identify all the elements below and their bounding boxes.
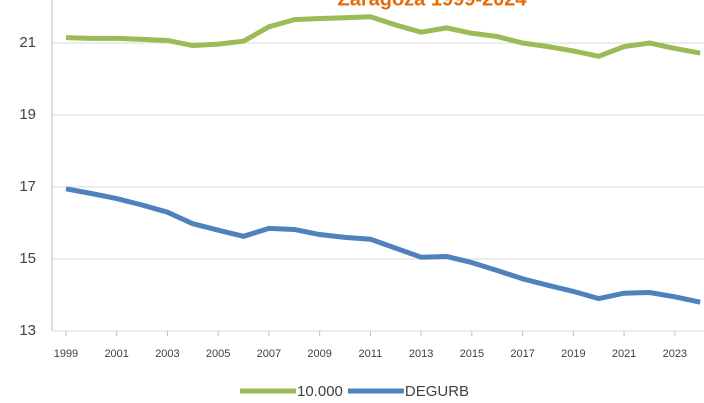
x-tick-label: 2021 [612, 348, 636, 360]
y-tick-label: 13 [19, 322, 36, 339]
x-tick-label: 2003 [155, 348, 179, 360]
y-tick-label: 15 [19, 250, 36, 267]
x-tick-label: 2019 [561, 348, 585, 360]
legend-label: 10.000 [297, 383, 343, 400]
x-tick-label: 2011 [359, 348, 383, 360]
y-tick-label: 17 [19, 178, 36, 195]
chart-title: Zaragoza 1999-2024 [337, 0, 527, 10]
series-line [65, 14, 701, 59]
x-tick-label: 2009 [307, 348, 331, 360]
series-line [65, 186, 701, 305]
x-tick-label: 1999 [54, 348, 78, 360]
x-tick-label: 2015 [460, 348, 484, 360]
x-tick-label: 2023 [663, 348, 687, 360]
y-tick-label: 21 [19, 34, 36, 51]
x-tick-label: 2017 [510, 348, 534, 360]
legend-label: DEGURB [405, 383, 469, 400]
x-tick-label: 2005 [206, 348, 230, 360]
x-tick-label: 2001 [104, 348, 128, 360]
x-tick-label: 2007 [257, 348, 281, 360]
x-tick-label: 2013 [409, 348, 433, 360]
y-tick-label: 19 [19, 106, 36, 123]
